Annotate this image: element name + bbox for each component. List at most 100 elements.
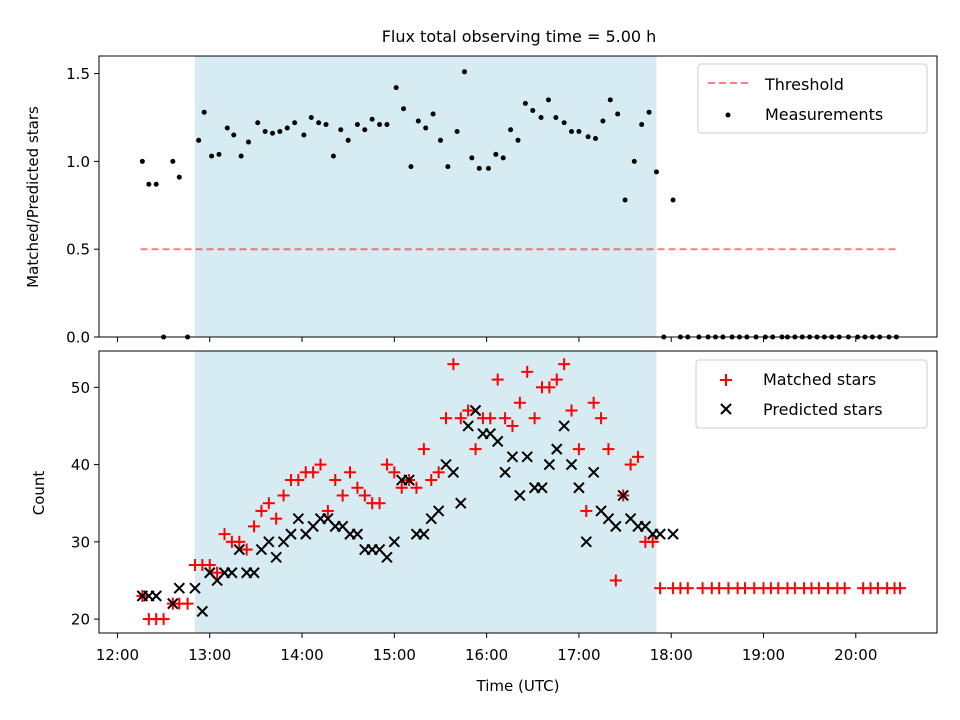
predicted-star-point [285, 528, 297, 540]
measurement-point [139, 158, 145, 164]
predicted-star-point [263, 536, 275, 548]
count-y-ticks: 20 30 40 50 [71, 379, 99, 629]
ratio-y-axis-label: Matched/Predicted stars [24, 106, 42, 288]
matched-star-point [469, 443, 482, 456]
matched-star-point [425, 474, 438, 487]
matched-star-point [255, 504, 268, 517]
matched-star-point [681, 582, 694, 595]
matched-star-point [240, 543, 253, 556]
measurement-point [277, 129, 283, 135]
matched-star-point [344, 466, 357, 479]
measurement-point [508, 127, 514, 133]
measurement-point [593, 136, 599, 142]
measurement-point [646, 109, 652, 115]
predicted-star-point [388, 536, 401, 548]
predicted-star-point [150, 590, 162, 602]
measurement-point [545, 97, 551, 103]
matched-star-point [894, 582, 907, 595]
predicted-star-point [248, 567, 260, 579]
measurement-point [522, 100, 528, 106]
matched-star-point [395, 481, 408, 494]
measurement-point [369, 116, 375, 122]
x-tick-label: 15:00 [373, 646, 416, 664]
measurement-point [270, 130, 276, 136]
measurement-point [437, 137, 443, 143]
predicted-star-point [499, 466, 511, 479]
matched-star-point [609, 574, 622, 587]
matched-star-point [580, 504, 593, 517]
predicted-star-point [381, 551, 393, 563]
measurement-point [216, 151, 222, 157]
matched-star-point [440, 412, 453, 425]
measurement-point [384, 121, 390, 127]
measurement-point [576, 129, 582, 135]
measurement-point [146, 181, 152, 187]
predicted-star-point [610, 520, 622, 533]
legend-predicted-swatch [720, 403, 732, 415]
measurement-point [415, 118, 421, 124]
predicted-star-point [270, 551, 282, 563]
x-tick-label: 18:00 [650, 646, 693, 664]
measurement-point [170, 158, 176, 164]
matched-star-point [373, 497, 386, 510]
measurement-point [284, 125, 290, 131]
ratio-legend-box [697, 63, 928, 134]
matched-star-point [565, 404, 578, 417]
predicted-star-point [587, 466, 600, 479]
measurement-point [485, 165, 491, 171]
measurement-point [246, 139, 252, 145]
predicted-star-point [173, 582, 186, 594]
ratio-legend: Threshold Measurements [697, 63, 928, 134]
matched-star-point [491, 373, 504, 386]
legend-matched-label: Matched stars [763, 370, 876, 389]
matched-star-point [528, 412, 541, 425]
matched-star-point [484, 412, 497, 425]
x-tick-label: 14:00 [280, 646, 323, 664]
matched-star-point [233, 535, 246, 548]
predicted-star-point [565, 458, 578, 471]
measurement-point [538, 114, 544, 120]
measurement-point [607, 97, 613, 103]
matched-star-point [307, 466, 320, 479]
measurement-point [515, 137, 521, 143]
measurement-point [330, 153, 336, 159]
ratio-y-tick-label: 0.0 [66, 329, 90, 347]
count-observing-window [194, 351, 657, 633]
matched-star-point [181, 597, 194, 610]
predicted-star-point [462, 420, 474, 432]
measurement-point [569, 129, 575, 135]
predicted-star-point [536, 482, 548, 494]
measurement-point [255, 120, 261, 126]
measurement-point [354, 121, 360, 127]
x-tick-label: 20:00 [834, 646, 877, 664]
count-y-tick-label: 30 [71, 533, 90, 551]
matched-star-point [248, 520, 261, 533]
measurement-point [176, 174, 182, 180]
measurement-point [362, 127, 368, 133]
matched-star-point [447, 358, 460, 371]
matched-star-point [513, 396, 526, 409]
measurement-point [338, 127, 344, 133]
matched-star-point [572, 443, 585, 456]
measurement-point [224, 125, 230, 131]
matched-star-point [624, 458, 637, 471]
measurement-point [262, 129, 268, 135]
predicted-star-point [543, 458, 556, 471]
measurement-point [493, 151, 499, 157]
predicted-star-point [617, 489, 629, 502]
predicted-star-point [551, 443, 563, 455]
predicted-star-point [196, 605, 209, 618]
measurement-point [393, 85, 399, 91]
measurement-point [561, 120, 567, 126]
measurement-point [301, 132, 307, 138]
measurement-point [401, 106, 407, 112]
measurement-point [423, 125, 429, 131]
matched-star-point [410, 481, 423, 494]
measurement-point [476, 165, 482, 171]
matched-star-point [321, 504, 334, 517]
matched-star-point [558, 358, 571, 371]
matched-star-point [602, 443, 615, 456]
matched-star-point [218, 528, 231, 541]
matched-star-point [838, 582, 851, 595]
